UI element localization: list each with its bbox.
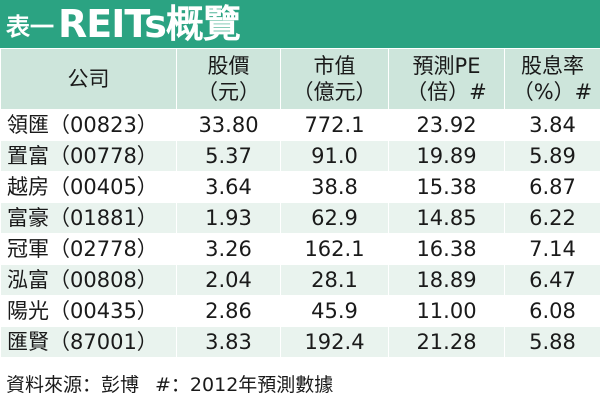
cell-market-cap: 38.8 <box>280 171 389 203</box>
table-row: 富豪（01881） 1.93 62.9 14.85 6.22 <box>0 202 600 234</box>
source-note: 資料來源：彭博 <box>6 374 140 396</box>
cell-price: 2.04 <box>176 264 281 296</box>
cell-forecast-pe: 15.38 <box>388 171 505 203</box>
cell-company: 越房（00405） <box>0 171 177 203</box>
cell-forecast-pe: 18.89 <box>388 264 505 296</box>
cell-market-cap: 45.9 <box>280 295 389 327</box>
cell-price: 1.93 <box>176 202 281 234</box>
cell-price: 3.83 <box>176 326 281 358</box>
header-market-cap-unit: （億元） <box>292 80 377 104</box>
header-market-cap: 市值 （億元） <box>280 48 389 110</box>
table-row: 匯賢（87001） 3.83 192.4 21.28 5.88 <box>0 326 600 358</box>
cell-dividend-yield: 6.87 <box>504 171 600 203</box>
cell-dividend-yield: 6.08 <box>504 295 600 327</box>
header-dividend-yield-label: 股息率 <box>521 54 584 78</box>
cell-dividend-yield: 3.84 <box>504 109 600 141</box>
table-row: 領匯（00823） 33.80 772.1 23.92 3.84 <box>0 109 600 141</box>
cell-price: 3.64 <box>176 171 281 203</box>
header-dividend-yield-unit: （%）# <box>512 80 593 104</box>
reits-table: 公司 股價 （元） 市值 （億元） 預測PE （倍）# 股息率 （%）# <box>0 48 600 358</box>
cell-price: 5.37 <box>176 140 281 172</box>
cell-dividend-yield: 5.88 <box>504 326 600 358</box>
header-price-unit: （元） <box>197 80 260 104</box>
cell-company: 置富（00778） <box>0 140 177 172</box>
table-title-bar: 表一 REITs概覽 <box>0 0 600 48</box>
cell-forecast-pe: 16.38 <box>388 233 505 265</box>
cell-price: 33.80 <box>176 109 281 141</box>
cell-forecast-pe: 11.00 <box>388 295 505 327</box>
header-company-label: 公司 <box>67 67 110 91</box>
header-forecast-pe-unit: （倍）# <box>406 80 487 104</box>
table-header-row: 公司 股價 （元） 市值 （億元） 預測PE （倍）# 股息率 （%）# <box>0 48 600 110</box>
header-price: 股價 （元） <box>176 48 281 110</box>
table-row: 泓富（00808） 2.04 28.1 18.89 6.47 <box>0 264 600 296</box>
cell-dividend-yield: 6.22 <box>504 202 600 234</box>
cell-dividend-yield: 5.89 <box>504 140 600 172</box>
cell-forecast-pe: 23.92 <box>388 109 505 141</box>
table-row: 陽光（00435） 2.86 45.9 11.00 6.08 <box>0 295 600 327</box>
cell-market-cap: 192.4 <box>280 326 389 358</box>
header-dividend-yield: 股息率 （%）# <box>504 48 600 110</box>
header-price-label: 股價 <box>207 54 250 78</box>
cell-market-cap: 28.1 <box>280 264 389 296</box>
cell-price: 2.86 <box>176 295 281 327</box>
table-row: 冠軍（02778） 3.26 162.1 16.38 7.14 <box>0 233 600 265</box>
cell-company: 匯賢（87001） <box>0 326 177 358</box>
header-forecast-pe: 預測PE （倍）# <box>388 48 505 110</box>
cell-forecast-pe: 19.89 <box>388 140 505 172</box>
cell-dividend-yield: 7.14 <box>504 233 600 265</box>
table-row: 越房（00405） 3.64 38.8 15.38 6.87 <box>0 171 600 203</box>
cell-company: 冠軍（02778） <box>0 233 177 265</box>
cell-market-cap: 91.0 <box>280 140 389 172</box>
header-company: 公司 <box>0 48 177 110</box>
header-market-cap-label: 市值 <box>313 54 356 78</box>
cell-company: 泓富（00808） <box>0 264 177 296</box>
table-footer: 資料來源：彭博 #：2012年預測數據 <box>0 370 600 400</box>
cell-company: 領匯（00823） <box>0 109 177 141</box>
cell-forecast-pe: 14.85 <box>388 202 505 234</box>
cell-market-cap: 62.9 <box>280 202 389 234</box>
title-prefix: 表一 <box>6 12 54 41</box>
cell-market-cap: 162.1 <box>280 233 389 265</box>
forecast-note: #：2012年預測數據 <box>155 374 334 396</box>
cell-forecast-pe: 21.28 <box>388 326 505 358</box>
cell-company: 陽光（00435） <box>0 295 177 327</box>
cell-company: 富豪（01881） <box>0 202 177 234</box>
cell-dividend-yield: 6.47 <box>504 264 600 296</box>
header-forecast-pe-label: 預測PE <box>412 54 481 78</box>
table-title: REITs概覽 <box>58 2 241 46</box>
cell-market-cap: 772.1 <box>280 109 389 141</box>
cell-price: 3.26 <box>176 233 281 265</box>
table-row: 置富（00778） 5.37 91.0 19.89 5.89 <box>0 140 600 172</box>
